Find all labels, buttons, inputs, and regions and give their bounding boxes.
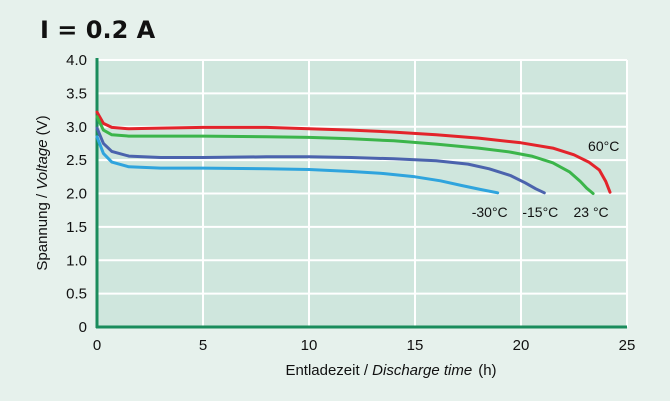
series-line — [95, 110, 612, 194]
x-tick-label: 5 — [199, 337, 207, 354]
y-tick-label: 0 — [79, 319, 87, 336]
y-tick-label: 1.0 — [66, 252, 87, 269]
chart-title: I = 0.2 A — [40, 16, 156, 44]
y-tick-label: 4.0 — [66, 52, 87, 69]
y-axis-label-plain: Spannung / — [34, 190, 51, 271]
series-lines — [95, 110, 612, 195]
series-label: 60°C — [588, 138, 619, 154]
y-tick-label: 3.5 — [66, 85, 87, 102]
y-tick-label: 2.5 — [66, 152, 87, 169]
x-tick-label: 10 — [301, 337, 318, 354]
x-axis-label-italic: Discharge time — [372, 362, 472, 379]
grid — [97, 59, 628, 327]
y-axis-label: Spannung / Voltage (V) — [34, 115, 51, 270]
series-label: -15°C — [522, 204, 558, 220]
series-label: 23 °C — [573, 204, 608, 220]
y-tick-label: 1.5 — [66, 219, 87, 236]
x-tick-label: 0 — [93, 337, 101, 354]
y-tick-label: 2.0 — [66, 186, 87, 203]
series-label: -30°C — [472, 204, 508, 220]
series-line — [95, 126, 546, 195]
x-tick-label: 20 — [513, 337, 530, 354]
series-line — [95, 115, 595, 195]
x-axis-label-plain: Entladezeit / — [285, 362, 372, 379]
x-axis-label-unit: (h) — [478, 362, 496, 379]
y-axis-label-unit: (V) — [34, 115, 51, 135]
x-tick-label: 15 — [407, 337, 424, 354]
series-line — [95, 135, 500, 195]
axes — [95, 58, 627, 329]
x-axis-label: Entladezeit / Discharge time (h) — [285, 362, 496, 379]
series-labels: 60°C 23 °C -15°C -30°C — [472, 138, 620, 220]
tick-labels: 0 0.5 1.0 1.5 2.0 2.5 3.0 3.5 4.0 0 5 10 15 20 25 — [66, 52, 635, 354]
y-tick-label: 0.5 — [66, 286, 87, 303]
y-tick-label: 3.0 — [66, 119, 87, 136]
y-axis-label-italic: Voltage — [34, 139, 51, 189]
x-tick-label: 25 — [619, 337, 636, 354]
